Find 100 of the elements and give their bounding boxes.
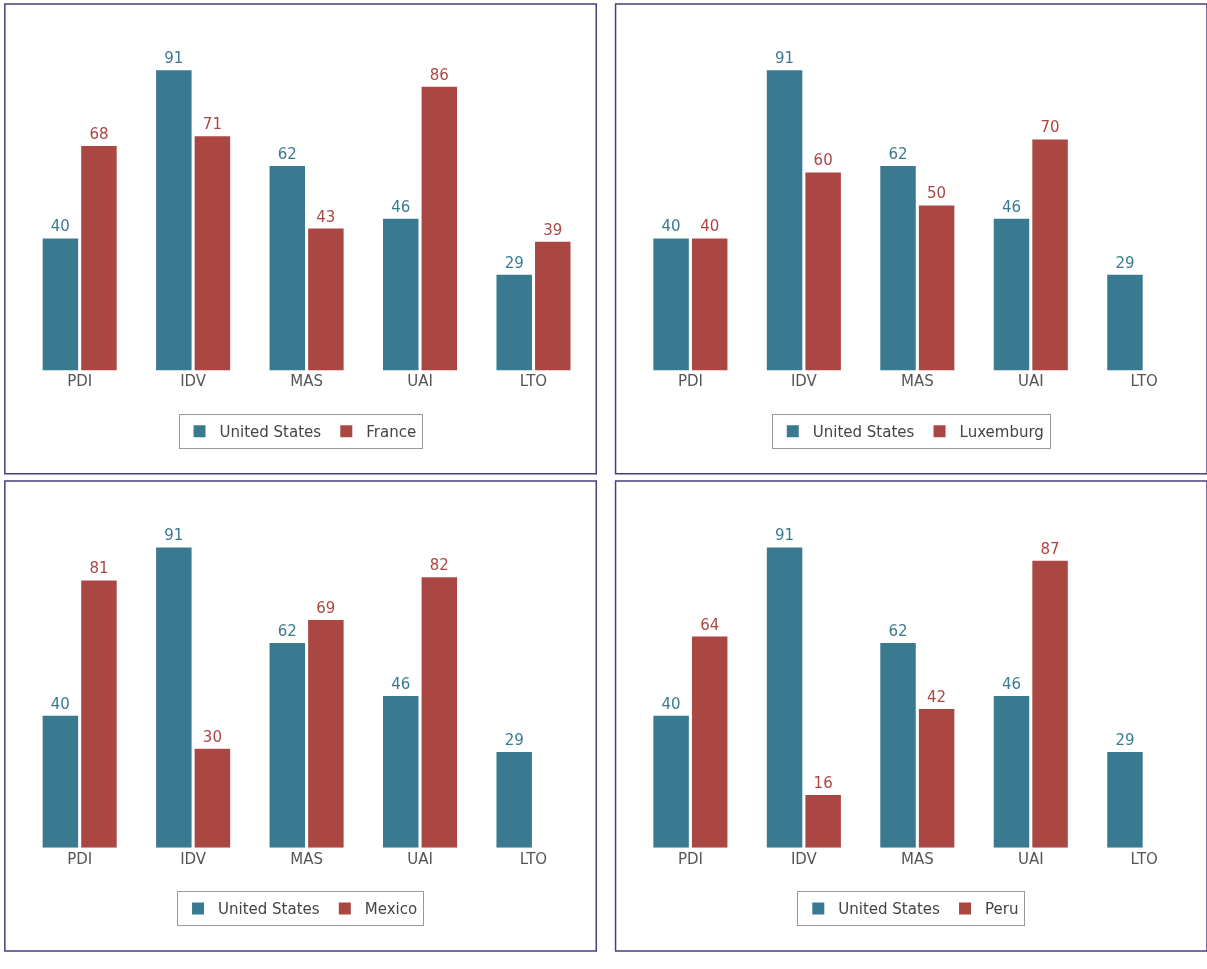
data-label: 70 xyxy=(1040,118,1060,137)
bar xyxy=(918,709,955,848)
x-tick-label: PDI xyxy=(677,372,703,391)
bar xyxy=(421,577,458,848)
legend-label: United States xyxy=(218,900,320,919)
legend-label: Mexico xyxy=(364,900,418,919)
x-tick-label: UAI xyxy=(1017,849,1044,868)
legend-label: United States xyxy=(838,900,941,919)
bar xyxy=(691,636,728,848)
bar xyxy=(691,238,728,371)
x-tick-label: IDV xyxy=(180,849,207,868)
data-label: 40 xyxy=(661,694,681,713)
bar xyxy=(535,241,571,371)
data-label: 87 xyxy=(1040,539,1060,558)
data-label: 46 xyxy=(1001,197,1022,216)
x-tick-label: LTO xyxy=(519,372,548,391)
bar xyxy=(194,136,231,371)
data-label: 40 xyxy=(50,694,70,713)
data-label: 46 xyxy=(391,197,411,216)
x-tick-label: MAS xyxy=(290,372,323,391)
bar xyxy=(308,228,344,371)
bar xyxy=(156,547,192,848)
data-label: 40 xyxy=(50,217,70,236)
bar xyxy=(993,218,1030,371)
data-label: 29 xyxy=(504,253,524,272)
bar xyxy=(194,748,231,848)
bar xyxy=(766,70,803,371)
bar xyxy=(308,620,344,848)
x-tick-label: MAS xyxy=(290,849,323,868)
x-tick-label: IDV xyxy=(180,372,207,391)
bar xyxy=(805,794,841,848)
data-label: 46 xyxy=(1001,674,1022,693)
data-label: 62 xyxy=(277,144,297,163)
data-label: 40 xyxy=(700,217,720,236)
bar xyxy=(918,205,955,371)
data-label: 30 xyxy=(202,727,222,746)
data-label: 91 xyxy=(775,49,795,68)
bar xyxy=(993,695,1030,848)
x-tick-label: MAS xyxy=(900,849,934,868)
x-tick-label: IDV xyxy=(790,372,818,391)
bar xyxy=(42,715,79,848)
bar xyxy=(1032,139,1068,371)
bar xyxy=(766,547,803,848)
legend-label: United States xyxy=(812,423,915,442)
data-label: 29 xyxy=(1115,731,1135,749)
x-tick-label: IDV xyxy=(790,849,818,868)
data-label: 62 xyxy=(888,144,908,163)
data-label: 50 xyxy=(927,184,947,203)
data-label: 64 xyxy=(700,615,720,634)
x-tick-label: PDI xyxy=(677,849,703,868)
data-label: 29 xyxy=(504,731,524,749)
x-tick-label: PDI xyxy=(67,849,93,868)
data-label: 81 xyxy=(89,559,109,578)
bar xyxy=(880,643,916,848)
bar xyxy=(1032,560,1068,848)
data-label: 46 xyxy=(391,674,411,693)
x-tick-label: LTO xyxy=(1130,849,1158,868)
bar xyxy=(880,165,916,371)
legend-label: United States xyxy=(219,423,322,442)
data-label: 91 xyxy=(775,526,795,545)
bar xyxy=(81,146,117,371)
x-tick-label: LTO xyxy=(519,849,548,868)
data-label: 62 xyxy=(888,622,908,641)
data-label: 40 xyxy=(661,217,681,236)
data-label: 39 xyxy=(543,220,563,239)
bar xyxy=(496,752,532,848)
data-label: 60 xyxy=(813,151,833,170)
bar xyxy=(269,643,306,848)
legend-label: Luxemburg xyxy=(959,423,1044,442)
data-label: 82 xyxy=(429,556,449,575)
data-label: 16 xyxy=(813,773,833,792)
x-tick-label: UAI xyxy=(407,849,433,868)
x-tick-label: PDI xyxy=(67,372,93,391)
x-tick-label: LTO xyxy=(1130,372,1158,391)
bar xyxy=(496,274,532,371)
legend-label: France xyxy=(366,423,417,442)
bar xyxy=(383,695,419,848)
data-label: 91 xyxy=(164,526,184,545)
bar xyxy=(156,70,192,371)
bar xyxy=(42,238,79,371)
x-tick-label: UAI xyxy=(1017,372,1044,391)
data-label: 62 xyxy=(277,622,297,641)
bar xyxy=(421,86,458,371)
data-label: 29 xyxy=(1115,253,1135,272)
data-label: 43 xyxy=(316,207,336,226)
x-tick-label: MAS xyxy=(900,372,934,391)
x-tick-label: UAI xyxy=(407,372,433,391)
bar xyxy=(1107,274,1143,371)
data-label: 91 xyxy=(164,49,184,68)
bar xyxy=(1107,752,1143,848)
data-label: 68 xyxy=(89,125,109,144)
bar xyxy=(653,715,689,848)
bar xyxy=(269,165,306,371)
legend-label: Peru xyxy=(985,900,1019,919)
data-label: 42 xyxy=(927,688,947,707)
data-label: 71 xyxy=(202,115,222,134)
bar xyxy=(653,238,689,371)
data-label: 69 xyxy=(316,599,336,618)
bar xyxy=(81,580,117,848)
bar xyxy=(805,172,841,371)
